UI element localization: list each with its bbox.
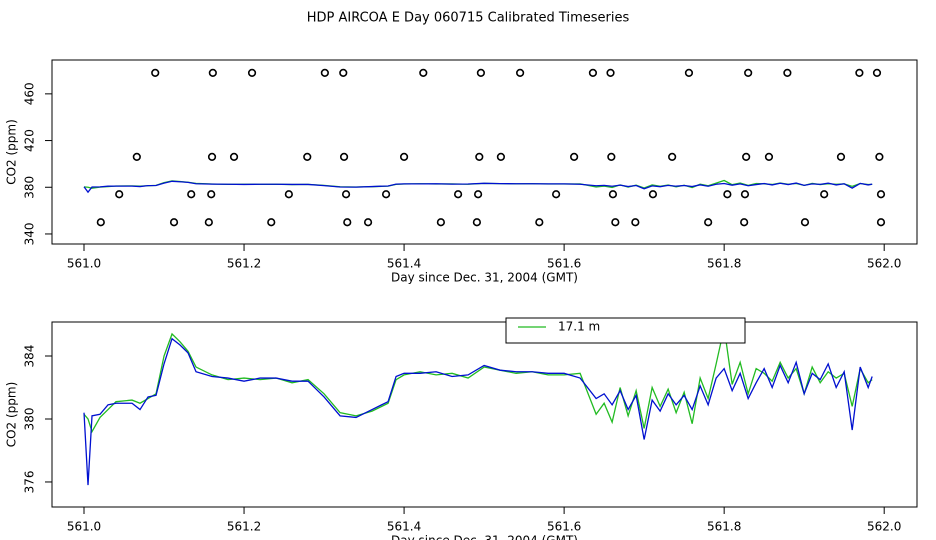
x-tick-label: 561.0 [67, 257, 101, 271]
point [267, 218, 276, 227]
point [320, 68, 329, 77]
point [608, 190, 618, 199]
series-line [83, 327, 873, 434]
y-tick-label: 340 [23, 223, 37, 246]
point [764, 152, 774, 162]
point [187, 190, 196, 199]
point [606, 68, 615, 77]
point [399, 152, 409, 162]
plot-area: 561.0 561.2 561.4 561.6 561.8 562.0 376 380 384 D… [5, 317, 918, 540]
point [475, 152, 484, 162]
plot-frame [51, 321, 918, 508]
series-line [83, 180, 873, 194]
point [207, 152, 217, 162]
point [516, 68, 525, 77]
x-tick-label: 561.4 [387, 520, 421, 534]
point [668, 152, 677, 162]
point [723, 190, 732, 199]
x-tick-label: 561.2 [227, 520, 261, 534]
y-tick-label: 376 [23, 471, 37, 494]
point [611, 218, 620, 227]
point [204, 218, 213, 227]
point [875, 152, 884, 162]
y-tick-label: 460 [23, 82, 37, 105]
point [303, 152, 312, 162]
x-tick-label: 561.4 [387, 257, 421, 271]
point [284, 190, 293, 199]
point [740, 190, 750, 199]
figure-title: HDP AIRCOA E Day 060715 Calibrated Times… [307, 11, 630, 26]
point [631, 218, 640, 227]
point [115, 190, 124, 199]
point [552, 190, 561, 199]
x-tick-label: 561.6 [547, 257, 581, 271]
point [341, 190, 351, 199]
y-tick-label: 384 [23, 345, 37, 368]
point [648, 190, 658, 199]
x-axis-label: Day since Dec. 31, 2004 (GMT) [391, 271, 578, 285]
point [247, 68, 257, 77]
series-line [83, 337, 873, 486]
point [588, 68, 598, 77]
point [229, 152, 239, 162]
point [496, 152, 506, 162]
y-axis-label: CO2 (ppm) [5, 119, 19, 185]
point [96, 218, 105, 227]
point [783, 68, 792, 77]
point [800, 218, 810, 227]
point [876, 190, 886, 199]
point [535, 218, 544, 227]
point [472, 218, 481, 227]
x-tick-label: 562.0 [867, 520, 901, 534]
point [436, 218, 445, 227]
point [339, 152, 349, 162]
point [607, 152, 616, 162]
point [744, 68, 753, 77]
point [855, 68, 864, 77]
x-tick-label: 561.0 [67, 520, 101, 534]
point [339, 68, 348, 77]
x-tick-label: 561.8 [707, 520, 741, 534]
point [453, 190, 463, 199]
point [742, 152, 751, 162]
point [169, 218, 179, 227]
point [740, 218, 749, 227]
plot-area: 561.0 561.2 561.4 561.6 561.8 562.0 340 380 420 4… [5, 59, 918, 285]
point [419, 68, 428, 77]
point [820, 190, 829, 199]
y-axis-label: CO2 (ppm) [5, 382, 19, 448]
legend-box [505, 317, 746, 344]
point [476, 68, 485, 77]
point [208, 68, 217, 77]
point [151, 68, 160, 77]
x-tick-label: 561.2 [227, 257, 261, 271]
point [363, 218, 373, 227]
point [836, 152, 846, 162]
plot-frame [51, 59, 918, 245]
point [684, 68, 694, 77]
y-tick-label: 380 [23, 176, 37, 199]
point [570, 152, 579, 162]
x-tick-label: 561.8 [707, 257, 741, 271]
point [704, 218, 713, 227]
point [872, 68, 882, 77]
point [381, 190, 391, 199]
point [207, 190, 216, 199]
x-axis-label: Day since Dec. 31, 2004 (GMT) [391, 534, 578, 540]
point [132, 152, 141, 162]
point [876, 218, 886, 227]
x-tick-label: 562.0 [867, 257, 901, 271]
x-tick-label: 561.6 [547, 520, 581, 534]
y-tick-label: 420 [23, 129, 37, 152]
y-tick-label: 380 [23, 408, 37, 431]
point [473, 190, 483, 199]
point [343, 218, 352, 227]
legend-label: 17.1 m [558, 320, 600, 334]
